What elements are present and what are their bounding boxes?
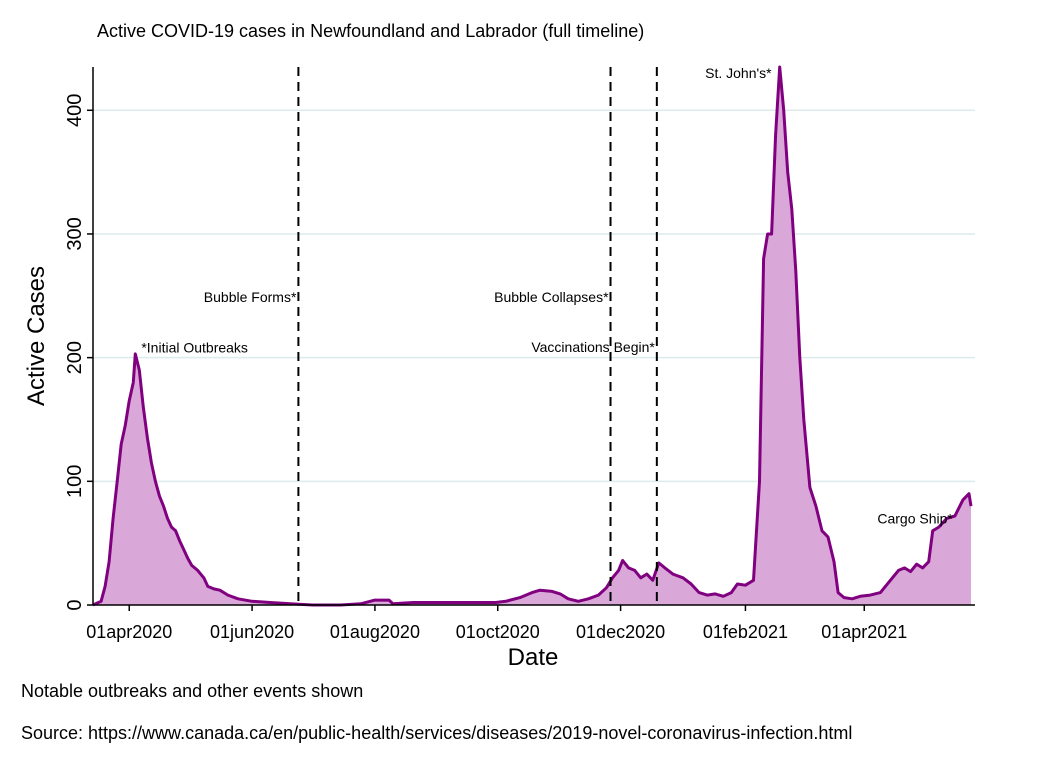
annotation-label: *Initial Outbreaks — [141, 340, 248, 356]
y-tick-label: 300 — [64, 217, 86, 250]
annotations: *Initial Outbreaks St. John's* Cargo Ship* — [141, 65, 953, 526]
axes: 0 100 200 300 400 01apr2020 01jun2020 01aug2020… — [64, 67, 975, 642]
y-tick-label: 100 — [64, 465, 86, 498]
series-area — [93, 67, 971, 605]
event-lines: Bubble Forms* Bubble Collapses* Vaccinatio… — [204, 67, 658, 605]
x-tick-label: 01dec2020 — [576, 622, 665, 642]
gridlines — [93, 109, 975, 483]
event-label: Bubble Collapses* — [494, 289, 609, 305]
x-tick-label: 01apr2021 — [821, 622, 907, 642]
y-tick-label: 400 — [64, 94, 86, 127]
events-note: Notable outbreaks and other events shown — [21, 681, 364, 701]
x-tick-label: 01feb2021 — [703, 622, 788, 642]
y-axis-label: Active Cases — [23, 266, 50, 406]
covid-chart: Active COVID-19 cases in Newfoundland an… — [23, 21, 975, 671]
y-tick-label: 0 — [64, 599, 86, 610]
x-tick-label: 01apr2020 — [86, 622, 172, 642]
source-note: Source: https://www.canada.ca/en/public-… — [21, 723, 853, 743]
chart-title: Active COVID-19 cases in Newfoundland an… — [97, 21, 644, 41]
y-tick-label: 200 — [64, 341, 86, 374]
data-area — [92, 65, 973, 607]
event-label: Vaccinations Begin* — [531, 339, 655, 355]
x-axis-label: Date — [508, 644, 559, 671]
x-tick-label: 01oct2020 — [456, 622, 540, 642]
annotation-label: St. John's* — [705, 65, 772, 81]
series-line — [92, 65, 973, 607]
event-label: Bubble Forms* — [204, 289, 297, 305]
x-tick-label: 01jun2020 — [210, 622, 294, 642]
annotation-label: Cargo Ship* — [877, 510, 953, 526]
x-tick-label: 01aug2020 — [330, 622, 420, 642]
